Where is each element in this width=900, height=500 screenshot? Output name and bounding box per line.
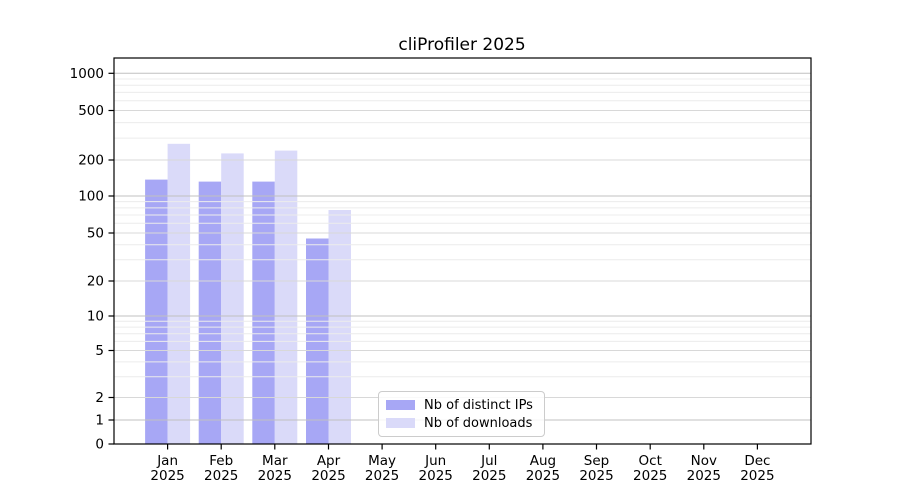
x-tick-label-month: Jul bbox=[480, 453, 497, 469]
bar-jan-downloads bbox=[167, 143, 191, 444]
legend-swatch-downloads bbox=[386, 418, 415, 428]
x-tick-label-month: May bbox=[368, 453, 396, 469]
x-tick-label-month: Jun bbox=[424, 453, 446, 469]
x-tick-label-month: Oct bbox=[639, 453, 662, 469]
y-tick-label: 10 bbox=[87, 309, 104, 325]
chart-title: cliProfiler 2025 bbox=[398, 35, 526, 55]
bar-mar-downloads bbox=[274, 150, 298, 444]
x-tick-label-month: Mar bbox=[262, 453, 288, 469]
x-tick-label-year: 2025 bbox=[365, 468, 399, 484]
legend-label-distinct-ips: Nb of distinct IPs bbox=[424, 397, 533, 413]
x-tick-label-year: 2025 bbox=[311, 468, 345, 484]
x-tick-label-year: 2025 bbox=[150, 468, 184, 484]
y-tick-label: 5 bbox=[95, 343, 104, 359]
y-tick-label: 20 bbox=[87, 274, 104, 290]
x-tick-label-month: Feb bbox=[209, 453, 233, 469]
y-tick-label: 2 bbox=[95, 390, 104, 406]
y-tick-label: 1000 bbox=[70, 66, 104, 82]
x-tick-label-year: 2025 bbox=[740, 468, 774, 484]
x-tick-label-month: Sep bbox=[584, 453, 609, 469]
legend-label-downloads: Nb of downloads bbox=[424, 415, 533, 431]
y-tick-label: 200 bbox=[78, 153, 104, 169]
bar-mar-distinct-ips bbox=[252, 181, 275, 444]
x-tick-label-year: 2025 bbox=[526, 468, 560, 484]
legend-swatch-distinct-ips bbox=[386, 400, 415, 410]
x-tick-label-month: Nov bbox=[691, 453, 717, 469]
x-tick-label-year: 2025 bbox=[204, 468, 238, 484]
bar-jan-distinct-ips bbox=[145, 179, 168, 444]
axes-spines bbox=[113, 57, 812, 445]
legend: Nb of distinct IPs Nb of downloads bbox=[378, 391, 545, 437]
bar-feb-downloads bbox=[221, 153, 244, 444]
x-tick-label-year: 2025 bbox=[579, 468, 613, 484]
x-tick-label-month: Jan bbox=[156, 453, 178, 469]
legend-item-downloads: Nb of downloads bbox=[386, 417, 537, 430]
x-tick-label-year: 2025 bbox=[633, 468, 667, 484]
x-tick-label-month: Apr bbox=[317, 453, 341, 469]
y-tick-label: 1 bbox=[95, 413, 104, 429]
x-tick-label-year: 2025 bbox=[419, 468, 453, 484]
y-tick-label: 500 bbox=[78, 103, 104, 119]
legend-item-distinct-ips: Nb of distinct IPs bbox=[386, 399, 537, 412]
x-tick-label-month: Dec bbox=[744, 453, 770, 469]
y-tick-label: 100 bbox=[78, 189, 104, 205]
x-tick-label-year: 2025 bbox=[687, 468, 721, 484]
x-tick-label-year: 2025 bbox=[258, 468, 292, 484]
y-tick-label: 50 bbox=[87, 226, 104, 242]
x-tick-label-year: 2025 bbox=[472, 468, 506, 484]
bar-feb-distinct-ips bbox=[198, 181, 222, 444]
x-tick-label-month: Aug bbox=[530, 453, 556, 469]
y-tick-label: 0 bbox=[95, 437, 104, 453]
